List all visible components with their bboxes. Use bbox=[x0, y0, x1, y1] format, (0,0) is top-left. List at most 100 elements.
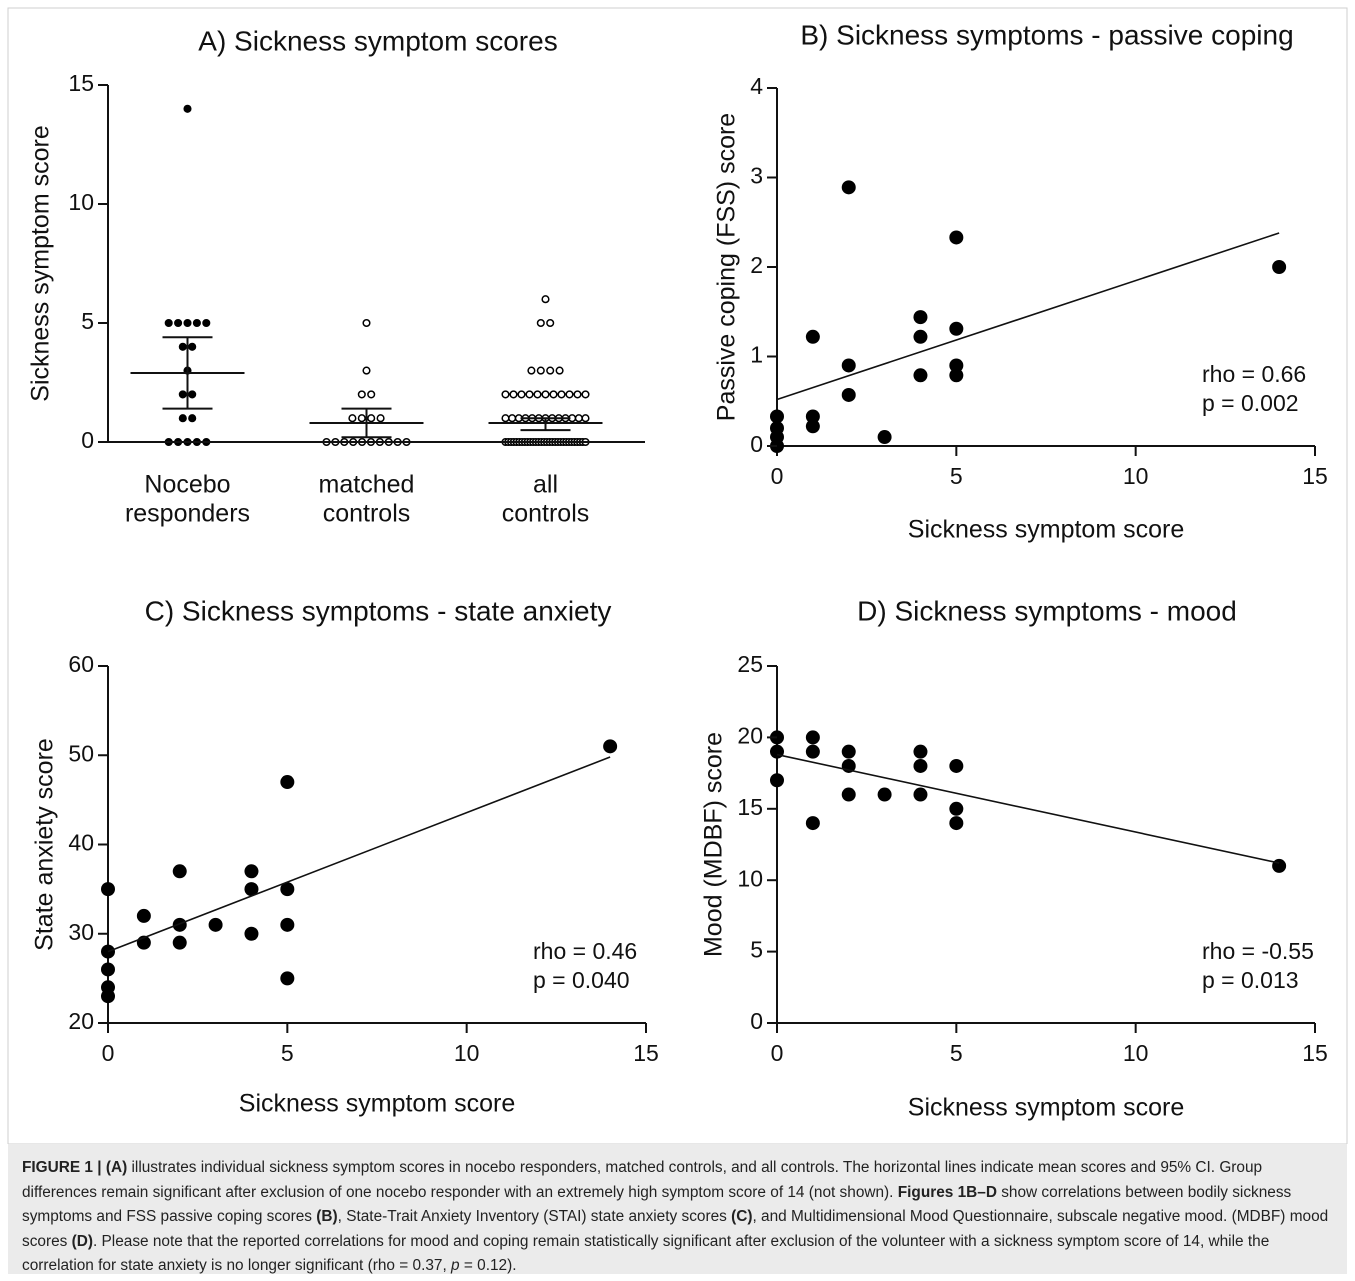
y-axis-label: Passive coping (FSS) score bbox=[713, 113, 741, 421]
caption-text: illustrates individual sickness symptom … bbox=[22, 1159, 1267, 1201]
caption-text: , State-Trait Anxiety Inventory (STAI) s… bbox=[337, 1208, 732, 1225]
caption-text: (B) bbox=[316, 1208, 338, 1225]
point bbox=[280, 882, 295, 897]
annotation: rho = 0.66 bbox=[1202, 361, 1306, 387]
point bbox=[244, 864, 259, 879]
point bbox=[770, 421, 784, 436]
point bbox=[949, 321, 964, 336]
dot bbox=[202, 318, 211, 328]
chart-title: D) Sickness symptoms - mood bbox=[857, 595, 1237, 626]
point bbox=[136, 908, 151, 923]
point bbox=[949, 368, 964, 383]
caption-text: . Please note that the reported correlat… bbox=[22, 1232, 1274, 1275]
dot bbox=[527, 366, 536, 375]
dot bbox=[164, 318, 173, 328]
x-tick-label: 10 bbox=[454, 1040, 480, 1066]
dot bbox=[362, 366, 371, 375]
point bbox=[841, 180, 856, 195]
y-tick-label: 15 bbox=[68, 70, 94, 96]
x-tick-label: matched bbox=[319, 471, 415, 499]
point bbox=[244, 882, 259, 897]
point bbox=[841, 387, 856, 402]
dot bbox=[565, 390, 574, 399]
x-axis-label: Sickness symptom score bbox=[908, 1094, 1184, 1122]
dot bbox=[183, 104, 192, 113]
point bbox=[244, 926, 259, 941]
point bbox=[101, 989, 115, 1004]
chart-title: B) Sickness symptoms - passive coping bbox=[800, 19, 1293, 50]
dot bbox=[178, 342, 187, 351]
x-tick-label: controls bbox=[323, 500, 411, 528]
x-tick-label: 0 bbox=[771, 1040, 784, 1066]
y-tick-label: 5 bbox=[750, 937, 763, 963]
y-axis-label: State anxiety score bbox=[31, 738, 59, 951]
dot bbox=[555, 366, 564, 375]
y-tick-label: 30 bbox=[68, 919, 94, 945]
point bbox=[877, 787, 892, 802]
x-tick-label: 15 bbox=[1302, 1040, 1328, 1066]
point bbox=[949, 230, 964, 245]
point bbox=[841, 744, 856, 759]
dot bbox=[362, 318, 371, 328]
point bbox=[101, 882, 115, 897]
point bbox=[1272, 260, 1287, 274]
fit-line bbox=[776, 232, 1280, 401]
y-tick-label: 10 bbox=[737, 865, 763, 891]
caption-text: (D) bbox=[71, 1232, 93, 1250]
dot bbox=[367, 390, 376, 399]
caption-text: show correlations between bodily sicknes… bbox=[22, 1183, 1296, 1226]
y-tick-label: 50 bbox=[68, 740, 94, 766]
point bbox=[841, 358, 856, 373]
x-axis-label: Sickness symptom score bbox=[908, 516, 1184, 544]
dot bbox=[192, 318, 201, 328]
dot bbox=[188, 414, 197, 423]
point bbox=[913, 744, 928, 759]
y-axis-label: Mood (MDBF) score bbox=[700, 732, 728, 957]
point bbox=[172, 864, 187, 879]
point bbox=[877, 430, 892, 445]
dot bbox=[546, 366, 555, 375]
point bbox=[280, 917, 295, 932]
point bbox=[913, 310, 928, 325]
figure: A) Sickness symptom scores Sickness sympt… bbox=[7, 7, 1348, 1144]
point bbox=[805, 419, 820, 434]
point bbox=[770, 409, 784, 424]
caption-text: Figures 1B–D bbox=[897, 1183, 997, 1201]
x-tick-label: controls bbox=[502, 500, 590, 528]
x-tick-label: 5 bbox=[950, 1040, 963, 1066]
annotation: p = 0.013 bbox=[1202, 967, 1299, 993]
dot bbox=[573, 390, 582, 399]
point bbox=[770, 744, 784, 759]
dot bbox=[581, 414, 590, 423]
y-tick-label: 1 bbox=[750, 342, 763, 368]
dot bbox=[178, 414, 187, 423]
y-tick-label: 2 bbox=[750, 252, 763, 278]
dot bbox=[533, 390, 542, 399]
x-tick-label: responders bbox=[125, 500, 250, 528]
dot bbox=[581, 390, 590, 399]
dot bbox=[541, 295, 550, 304]
y-tick-label: 60 bbox=[68, 651, 94, 677]
x-tick-label: 10 bbox=[1123, 1040, 1149, 1066]
annotation: rho = 0.46 bbox=[533, 938, 637, 964]
x-axis-label: Sickness symptom score bbox=[239, 1090, 515, 1118]
dot bbox=[557, 390, 566, 399]
point bbox=[101, 962, 115, 977]
y-tick-label: 10 bbox=[68, 189, 94, 215]
dot bbox=[178, 390, 187, 399]
x-tick-label: 5 bbox=[281, 1040, 294, 1066]
point bbox=[949, 758, 964, 773]
x-tick-label: 10 bbox=[1123, 463, 1149, 489]
x-tick-label: Nocebo bbox=[144, 471, 230, 499]
y-tick-label: 15 bbox=[737, 794, 763, 820]
dot bbox=[188, 390, 197, 399]
dot bbox=[536, 366, 545, 375]
dot bbox=[541, 390, 550, 399]
y-tick-label: 0 bbox=[750, 431, 763, 457]
dot bbox=[188, 342, 197, 351]
dot bbox=[536, 318, 545, 328]
point bbox=[949, 816, 964, 831]
y-tick-label: 40 bbox=[68, 830, 94, 856]
chart-title: A) Sickness symptom scores bbox=[198, 25, 557, 56]
